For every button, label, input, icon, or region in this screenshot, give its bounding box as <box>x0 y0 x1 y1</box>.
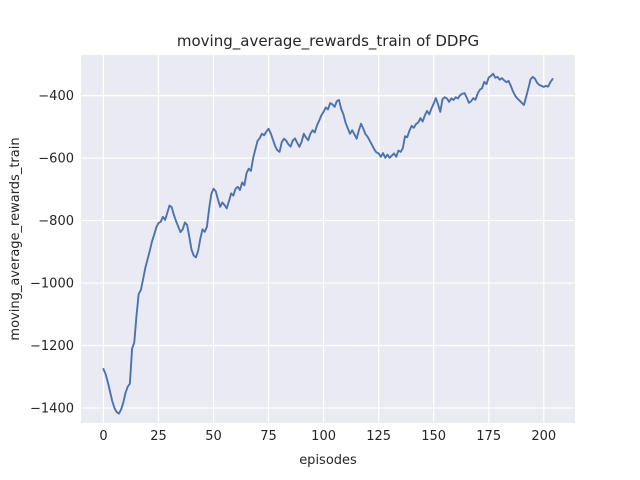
x-tick-label: 200 <box>531 429 556 444</box>
x-tick-label: 150 <box>421 429 446 444</box>
x-axis-label: episodes <box>299 453 357 468</box>
y-axis-label: moving_average_rewards_train <box>8 137 23 340</box>
x-tick-label: 75 <box>260 429 277 444</box>
y-tick-label: −400 <box>38 89 74 104</box>
y-tick-label: −600 <box>38 152 74 167</box>
chart-title: moving_average_rewards_train of DDPG <box>177 32 479 51</box>
y-tick-label: −1000 <box>30 277 74 292</box>
x-tick-label: 125 <box>366 429 391 444</box>
x-tick-label: 175 <box>476 429 501 444</box>
y-tick-label: −1200 <box>30 339 74 354</box>
x-tick-label: 100 <box>311 429 336 444</box>
ddpg-reward-line <box>102 72 554 415</box>
x-tick-label: 25 <box>150 429 167 444</box>
y-tick-label: −1400 <box>30 402 74 417</box>
x-tick-label: 50 <box>205 429 222 444</box>
x-tick-label: 0 <box>99 429 107 444</box>
y-tick-label: −800 <box>38 214 74 229</box>
plot-area <box>81 55 575 423</box>
